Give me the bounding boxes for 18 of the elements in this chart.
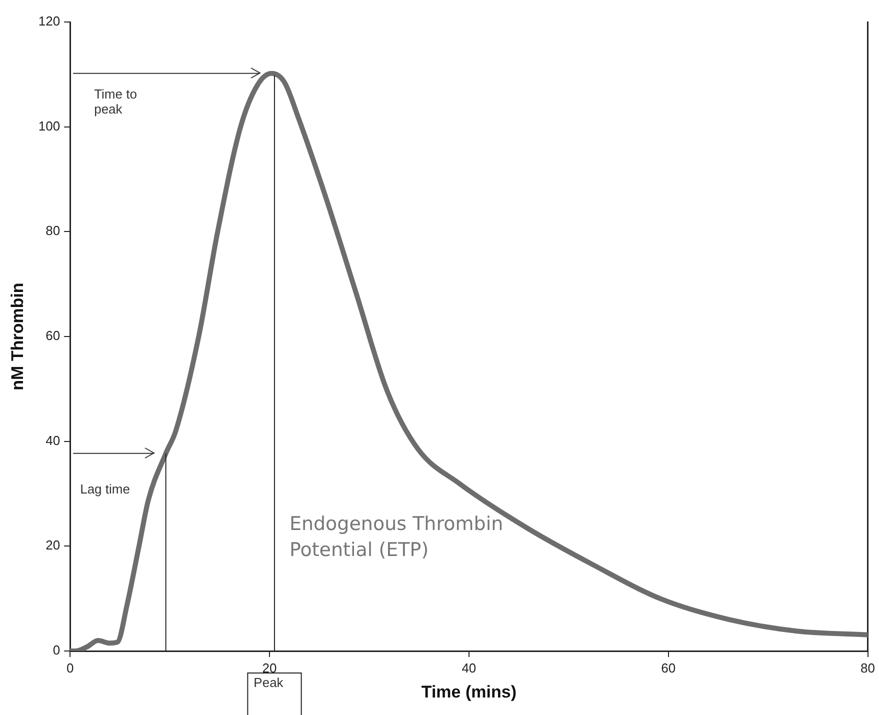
y-tick-label: 100 [38, 118, 60, 134]
y-tick-label: 120 [38, 14, 60, 29]
y-tick-label: 40 [46, 432, 60, 448]
x-tick-label: 20 [262, 660, 277, 676]
y-tick-label: 0 [52, 642, 60, 658]
x-tick-label: 40 [462, 660, 476, 676]
x-axis-title: Time (mins) [421, 682, 516, 702]
x-tick-label: 80 [860, 660, 876, 676]
x-tick-label: 60 [661, 660, 676, 676]
y-tick-label: 60 [46, 328, 60, 344]
ref-line-label: Lag time [80, 481, 130, 496]
x-tick-label: 0 [66, 660, 74, 676]
ref-line-label: Peak [254, 675, 284, 690]
annotation: Endogenous Thrombin Potential (ETP) [289, 513, 504, 562]
y-axis-title: nM Thrombin [8, 282, 27, 390]
ref-line-label: Time to peak [94, 86, 137, 116]
y-tick-label: 80 [46, 223, 60, 238]
y-tick-label: 20 [46, 538, 60, 553]
